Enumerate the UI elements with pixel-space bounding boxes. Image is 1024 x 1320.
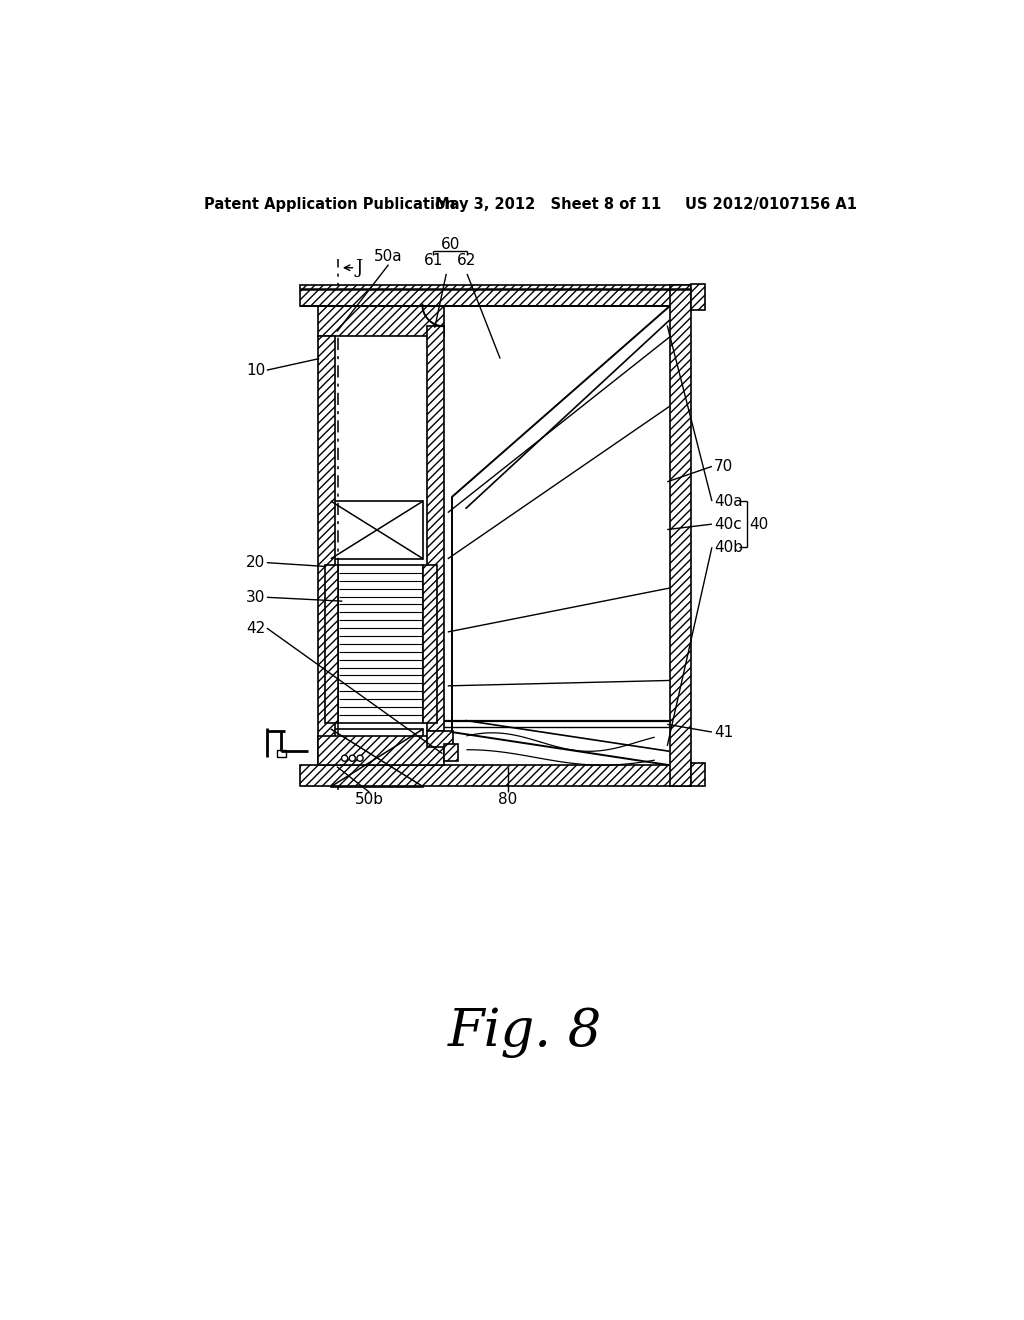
Bar — [427, 326, 444, 730]
Text: Patent Application Publication: Patent Application Publication — [204, 197, 456, 213]
Text: 42: 42 — [246, 620, 265, 636]
Bar — [300, 766, 691, 785]
Text: 50a: 50a — [374, 249, 402, 264]
Bar — [325, 565, 339, 723]
Text: 50b: 50b — [354, 792, 384, 807]
Bar — [317, 737, 444, 766]
Text: 30: 30 — [246, 590, 265, 605]
Text: 20: 20 — [246, 556, 265, 570]
Text: May 3, 2012   Sheet 8 of 11: May 3, 2012 Sheet 8 of 11 — [435, 197, 660, 213]
Circle shape — [349, 755, 355, 762]
Bar — [331, 502, 423, 558]
Text: J: J — [355, 259, 362, 277]
Text: Fig. 8: Fig. 8 — [447, 1007, 602, 1057]
Text: 40c: 40c — [714, 516, 742, 532]
Bar — [691, 284, 705, 310]
Bar — [444, 744, 458, 762]
Bar — [427, 730, 454, 747]
Text: 80: 80 — [499, 792, 517, 807]
Bar — [331, 729, 423, 787]
Bar — [276, 750, 286, 758]
Circle shape — [357, 755, 364, 762]
Bar — [339, 565, 423, 723]
Circle shape — [342, 755, 348, 762]
Text: 41: 41 — [714, 725, 733, 739]
Text: 10: 10 — [246, 363, 265, 378]
Text: 60: 60 — [440, 238, 460, 252]
Bar — [317, 335, 335, 766]
Text: 40: 40 — [750, 516, 769, 532]
Text: US 2012/0107156 A1: US 2012/0107156 A1 — [685, 197, 857, 213]
Text: 62: 62 — [458, 252, 477, 268]
Bar — [691, 763, 705, 785]
Text: 61: 61 — [424, 252, 442, 268]
Bar — [423, 565, 437, 723]
Text: 40b: 40b — [714, 540, 743, 554]
Bar — [317, 306, 444, 335]
Text: 40a: 40a — [714, 494, 742, 508]
Text: 70: 70 — [714, 459, 733, 474]
Bar — [670, 285, 691, 785]
Bar — [300, 285, 691, 306]
